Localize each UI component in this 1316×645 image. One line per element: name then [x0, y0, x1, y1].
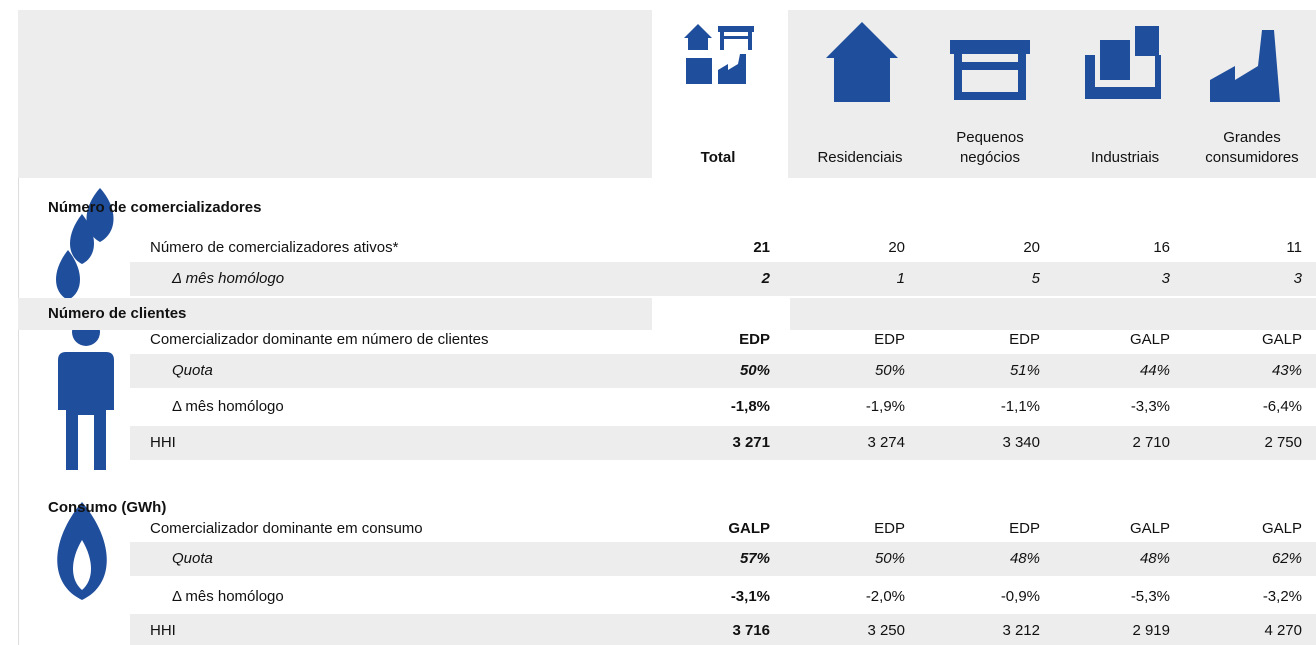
row-label: Comercializador dominante em consumo [150, 520, 423, 537]
row-value: 44% [1139, 362, 1170, 379]
row-label: HHI [150, 622, 176, 639]
row-label: Δ mês homólogo [172, 270, 285, 287]
row-label: Quota [172, 362, 213, 379]
column-header: Grandes consumidores [1205, 129, 1299, 166]
row-value: -5,3% [1130, 588, 1170, 605]
icon-house [826, 22, 898, 102]
row-value: 3 [1161, 270, 1170, 287]
section-band [790, 298, 1316, 330]
row-value: 62% [1271, 550, 1302, 567]
section-band [18, 298, 652, 330]
icon-house-small [684, 24, 712, 50]
icon-flame [70, 214, 94, 264]
left-border [18, 178, 19, 645]
row-value: 5 [1031, 270, 1040, 287]
row-value: -3,3% [1130, 398, 1170, 415]
row-value: EDP [1009, 520, 1040, 537]
row-value: 3 212 [1002, 622, 1040, 639]
row-value: 3 [1293, 270, 1302, 287]
row-value: -0,9% [1000, 588, 1040, 605]
row-band [130, 542, 1316, 576]
row-value: 4 270 [1264, 622, 1302, 639]
row-value: 2 750 [1264, 434, 1302, 451]
icon-factory-small [718, 54, 746, 84]
row-value: 16 [1153, 239, 1170, 256]
row-value: 20 [888, 239, 905, 256]
row-value: EDP [739, 331, 770, 348]
row-label: Quota [172, 550, 213, 567]
section-title: Consumo (GWh) [48, 499, 167, 516]
row-value: 50% [739, 362, 770, 379]
row-value: EDP [874, 331, 905, 348]
row-value: GALP [1261, 520, 1302, 537]
row-band [130, 614, 1316, 645]
row-value: GALP [1129, 331, 1170, 348]
row-value: 50% [874, 550, 905, 567]
row-band [130, 262, 1316, 296]
row-value: 3 716 [732, 622, 770, 639]
row-value: 51% [1009, 362, 1040, 379]
column-header: Residenciais [817, 149, 903, 166]
row-value: EDP [1009, 331, 1040, 348]
column-header: Total [700, 149, 736, 166]
row-value: -1,8% [730, 398, 770, 415]
row-value: 20 [1023, 239, 1040, 256]
row-value: -3,2% [1262, 588, 1302, 605]
row-label: HHI [150, 434, 176, 451]
row-value: 11 [1286, 239, 1302, 256]
row-value: -6,4% [1262, 398, 1302, 415]
row-value: -1,9% [865, 398, 905, 415]
row-value: 57% [739, 550, 770, 567]
row-value: 1 [896, 270, 905, 287]
row-value: 43% [1271, 362, 1302, 379]
row-label: Δ mês homólogo [172, 398, 284, 415]
row-value: GALP [1261, 331, 1302, 348]
row-value: -1,1% [1000, 398, 1040, 415]
row-label: Comercializador dominante em número de c… [150, 331, 489, 348]
row-label: Δ mês homólogo [172, 588, 284, 605]
row-value: 2 [761, 270, 770, 287]
row-value: 3 340 [1002, 434, 1040, 451]
icon-flame [56, 250, 80, 300]
row-value: 3 250 [867, 622, 905, 639]
column-header: Industriais [1090, 149, 1160, 166]
icon-industrial [1085, 55, 1161, 99]
row-value: GALP [728, 520, 770, 537]
row-band [130, 426, 1316, 460]
row-value: -2,0% [865, 588, 905, 605]
row-value: -3,1% [730, 588, 770, 605]
icon-flame [86, 188, 114, 242]
row-value: 48% [1139, 550, 1170, 567]
row-value: 2 710 [1132, 434, 1170, 451]
row-value: 3 274 [867, 434, 905, 451]
row-value: 48% [1009, 550, 1040, 567]
section-title: Número de comercializadores [48, 199, 262, 216]
icon-store-small [718, 26, 754, 32]
column-header: Pequenos negócios [956, 129, 1024, 166]
icon-industrial-small [686, 58, 712, 84]
row-value: 3 271 [732, 434, 770, 451]
row-label: Número de comercializadores ativos* [150, 239, 399, 256]
row-value: 2 919 [1132, 622, 1170, 639]
section-title: Número de clientes [48, 305, 187, 322]
row-value: 50% [874, 362, 905, 379]
row-band [130, 354, 1316, 388]
icon-factory [1210, 30, 1280, 102]
row-value: GALP [1129, 520, 1170, 537]
row-value: 21 [753, 239, 770, 256]
icon-store [950, 40, 1030, 54]
row-value: EDP [874, 520, 905, 537]
